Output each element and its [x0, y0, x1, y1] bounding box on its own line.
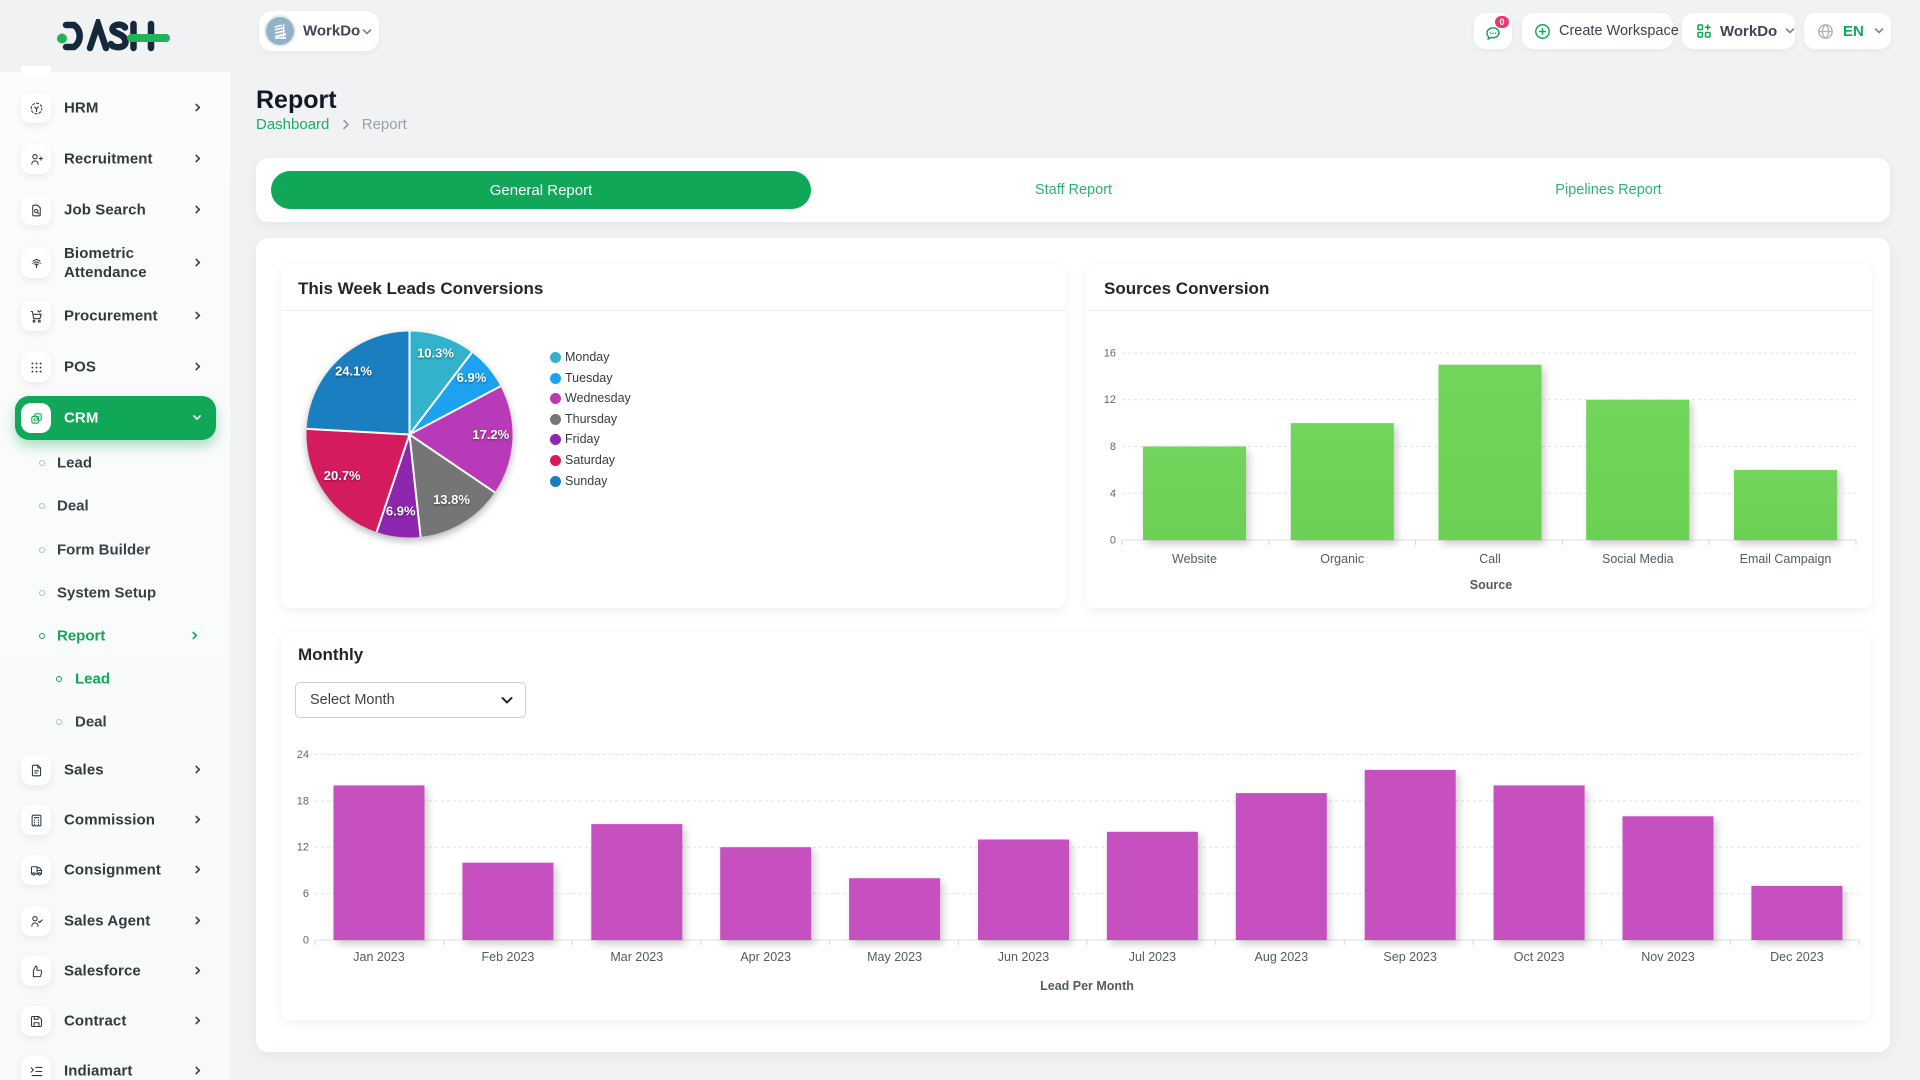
- svg-text:Jul 2023: Jul 2023: [1129, 950, 1176, 964]
- svg-text:0: 0: [1110, 535, 1116, 547]
- svg-text:Sep 2023: Sep 2023: [1383, 950, 1437, 964]
- svg-text:Aug 2023: Aug 2023: [1255, 950, 1309, 964]
- svg-text:Mar 2023: Mar 2023: [610, 950, 663, 964]
- svg-text:Jan 2023: Jan 2023: [353, 950, 404, 964]
- svg-text:May 2023: May 2023: [867, 950, 922, 964]
- svg-text:Website: Website: [1172, 552, 1217, 566]
- svg-text:Dec 2023: Dec 2023: [1770, 950, 1824, 964]
- svg-text:24.1%: 24.1%: [335, 363, 372, 378]
- svg-text:Oct 2023: Oct 2023: [1514, 950, 1565, 964]
- svg-text:20.7%: 20.7%: [324, 468, 361, 483]
- svg-text:Source: Source: [1470, 578, 1512, 592]
- svg-text:12: 12: [1104, 394, 1116, 406]
- svg-text:Nov 2023: Nov 2023: [1641, 950, 1695, 964]
- svg-text:24: 24: [297, 749, 309, 761]
- svg-text:6.9%: 6.9%: [457, 370, 487, 385]
- svg-text:Organic: Organic: [1320, 552, 1364, 566]
- svg-text:Email Campaign: Email Campaign: [1740, 552, 1832, 566]
- svg-text:Jun 2023: Jun 2023: [998, 950, 1049, 964]
- svg-text:Apr 2023: Apr 2023: [740, 950, 791, 964]
- svg-text:10.3%: 10.3%: [417, 345, 454, 360]
- svg-text:18: 18: [297, 795, 309, 807]
- svg-text:4: 4: [1110, 488, 1116, 500]
- svg-text:Feb 2023: Feb 2023: [481, 950, 534, 964]
- svg-text:Lead Per Month: Lead Per Month: [1040, 979, 1134, 993]
- svg-text:16: 16: [1104, 348, 1116, 360]
- svg-text:0: 0: [303, 935, 309, 947]
- svg-text:13.8%: 13.8%: [433, 492, 470, 507]
- svg-text:6: 6: [303, 888, 309, 900]
- svg-text:Call: Call: [1479, 552, 1501, 566]
- svg-text:6.9%: 6.9%: [386, 503, 416, 518]
- svg-text:12: 12: [297, 842, 309, 854]
- svg-text:17.2%: 17.2%: [472, 427, 509, 442]
- svg-text:Social Media: Social Media: [1602, 552, 1674, 566]
- svg-text:8: 8: [1110, 441, 1116, 453]
